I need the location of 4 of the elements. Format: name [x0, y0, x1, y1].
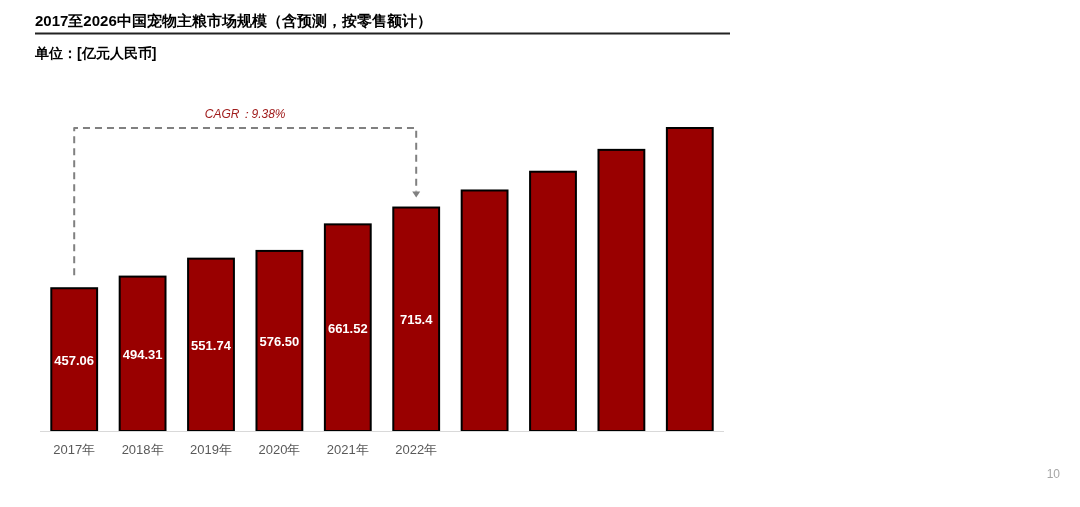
annotation: 10	[1046, 467, 1060, 481]
title: 2017至2026中国宠物主粮市场规模（含预测，按零售额计）	[35, 12, 432, 29]
annotation: CAGR：9.38%	[204, 107, 286, 121]
subtitle: 单位：[亿元人民币]	[35, 45, 157, 61]
